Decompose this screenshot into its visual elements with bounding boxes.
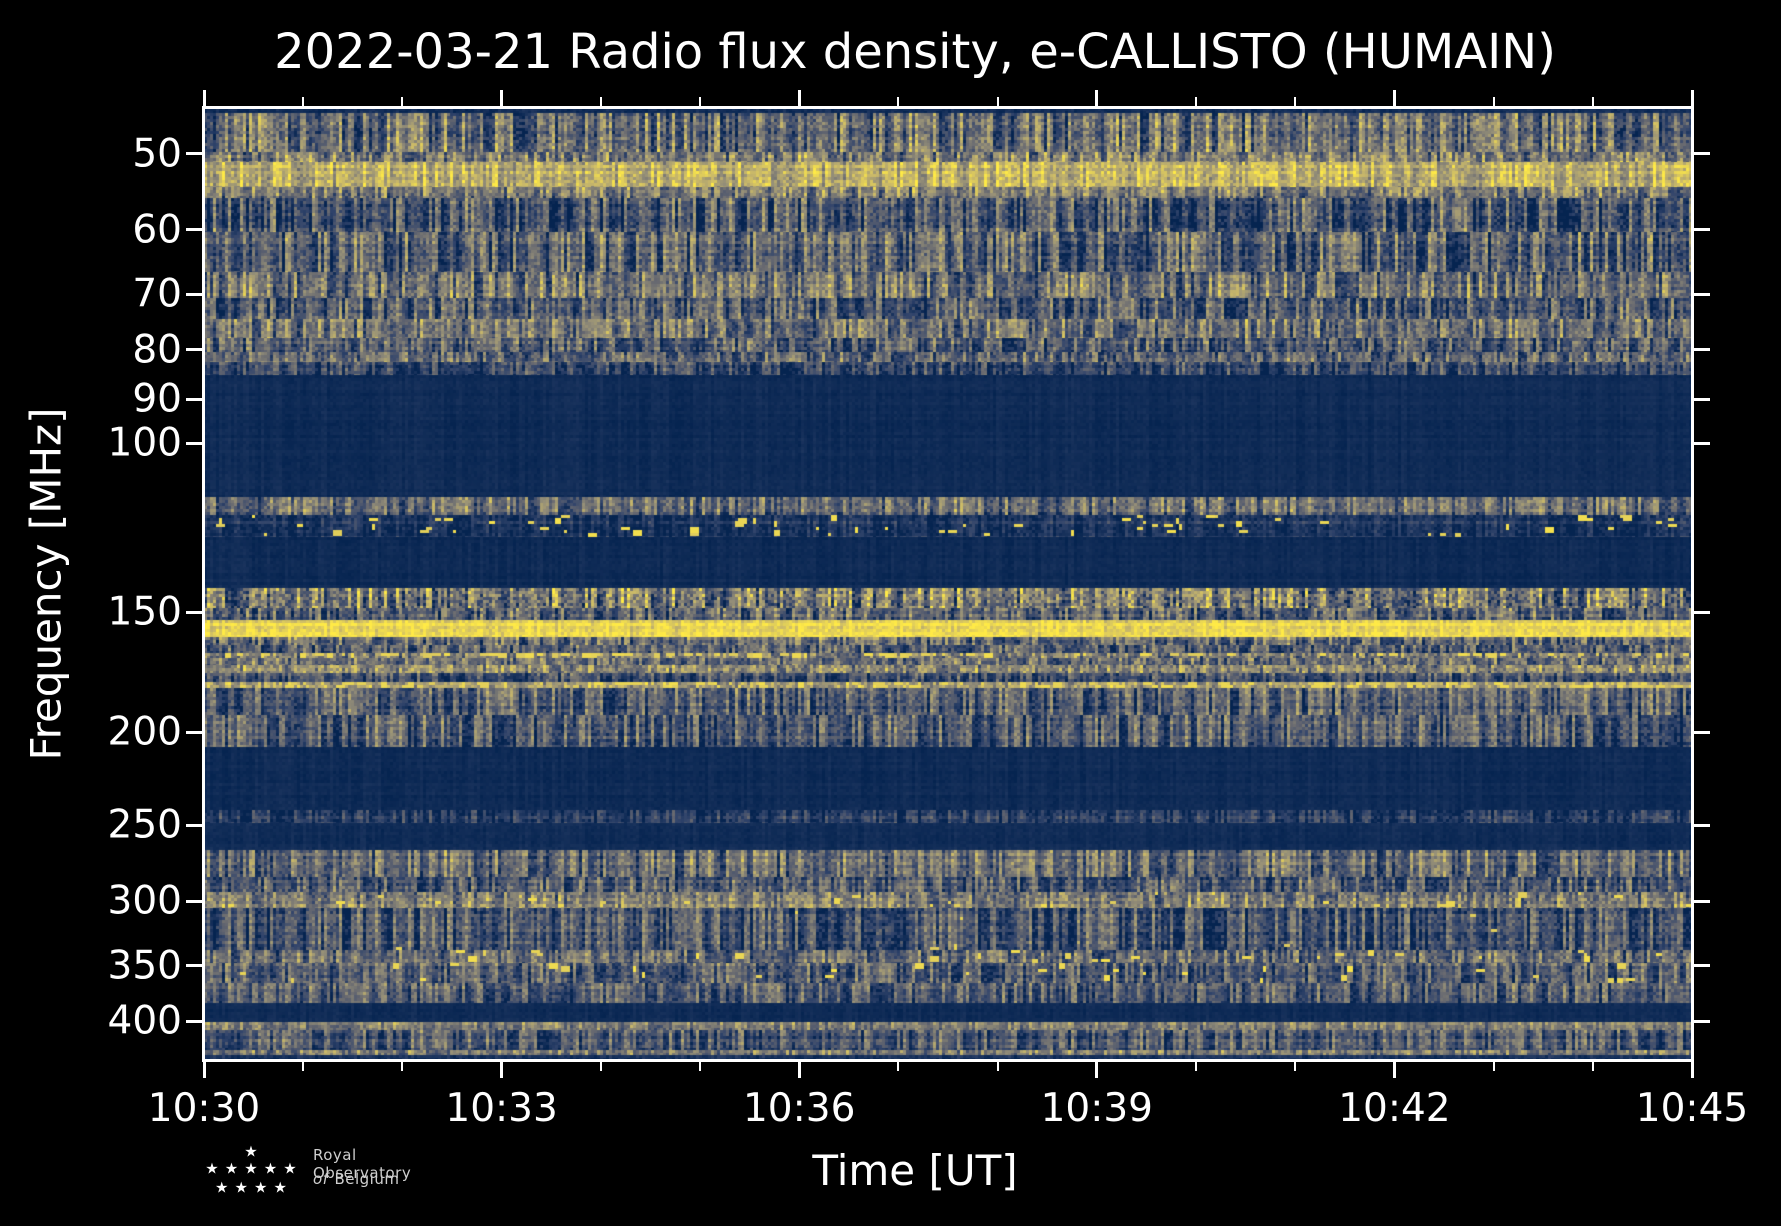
y-major-tick <box>1694 899 1710 903</box>
y-major-tick <box>1694 964 1710 968</box>
logo-text-line2: of Belgium <box>313 1170 399 1188</box>
x-major-tick <box>1690 1062 1694 1078</box>
x-minor-tick <box>1591 97 1594 106</box>
y-major-tick <box>1694 292 1710 296</box>
y-major-tick <box>186 397 202 401</box>
logo-star-icon: ★ <box>244 1159 258 1178</box>
y-major-tick <box>186 899 202 903</box>
logo-star-icon: ★ <box>205 1159 219 1178</box>
y-tick-label: 150 <box>107 589 182 635</box>
x-major-tick <box>1392 1062 1396 1078</box>
x-major-tick <box>202 90 206 106</box>
y-major-tick <box>186 730 202 734</box>
x-minor-tick <box>302 97 305 106</box>
x-tick-label: 10:36 <box>742 1086 856 1131</box>
y-tick-label: 90 <box>132 376 182 422</box>
x-major-tick <box>797 90 801 106</box>
y-major-tick <box>186 610 202 614</box>
y-major-tick <box>186 152 202 156</box>
x-major-tick <box>1095 90 1099 106</box>
x-major-tick <box>500 1062 504 1078</box>
y-major-tick <box>186 964 202 968</box>
y-tick-label: 70 <box>132 271 182 317</box>
y-major-tick <box>1694 441 1710 445</box>
y-major-tick <box>1694 610 1710 614</box>
x-minor-tick <box>1492 97 1495 106</box>
y-tick-label: 100 <box>107 420 182 466</box>
x-tick-label: 10:33 <box>445 1086 558 1131</box>
x-minor-tick <box>1294 1062 1297 1071</box>
y-tick-label: 250 <box>107 802 182 848</box>
logo-text-line1: Royal Observatory <box>313 1146 412 1182</box>
y-tick-label: 60 <box>132 207 182 253</box>
x-tick-label: 10:42 <box>1338 1086 1451 1131</box>
y-major-tick <box>186 228 202 232</box>
y-tick-label: 350 <box>107 943 182 989</box>
logo-star-icon: ★ <box>244 1142 258 1161</box>
plot-area <box>204 108 1692 1060</box>
x-axis-label: Time [UT] <box>812 1146 1018 1195</box>
y-tick-label: 50 <box>132 131 182 177</box>
x-minor-tick <box>1591 1062 1594 1071</box>
y-major-tick <box>1694 823 1710 827</box>
x-minor-tick <box>401 97 404 106</box>
chart-title: 2022-03-21 Radio flux density, e-CALLIST… <box>274 24 1556 80</box>
logo-star-icon: ★ <box>273 1178 287 1197</box>
x-minor-tick <box>1492 1062 1495 1071</box>
x-minor-tick <box>897 1062 900 1071</box>
y-major-tick <box>1694 1019 1710 1023</box>
x-minor-tick <box>699 1062 701 1071</box>
spectrogram-canvas <box>204 108 1692 1060</box>
y-tick-label: 400 <box>107 998 182 1044</box>
x-minor-tick <box>599 1062 602 1071</box>
x-minor-tick <box>1195 97 1197 106</box>
y-major-tick <box>1694 228 1710 232</box>
logo-star-icon: ★ <box>234 1178 248 1197</box>
x-minor-tick <box>699 97 701 106</box>
y-major-tick <box>1694 730 1710 734</box>
y-major-tick <box>186 1019 202 1023</box>
y-major-tick <box>186 823 202 827</box>
logo-star-icon: ★ <box>224 1159 239 1178</box>
y-tick-label: 200 <box>107 709 182 755</box>
x-minor-tick <box>996 1062 999 1071</box>
x-minor-tick <box>897 97 900 106</box>
y-major-tick <box>1694 152 1710 156</box>
logo-star-icon: ★ <box>263 1159 278 1178</box>
logo-text-of: of <box>313 1170 329 1188</box>
x-minor-tick <box>996 97 999 106</box>
x-minor-tick <box>1195 1062 1197 1071</box>
x-tick-label: 10:39 <box>1040 1086 1153 1131</box>
y-major-tick <box>186 292 202 296</box>
logo-star-icon: ★ <box>254 1178 268 1197</box>
y-major-tick <box>1694 397 1710 401</box>
logo-star-icon: ★ <box>215 1178 229 1197</box>
x-major-tick <box>1690 90 1694 106</box>
x-minor-tick <box>1294 97 1297 106</box>
y-axis-label: Frequency [MHz] <box>21 407 71 761</box>
x-minor-tick <box>401 1062 404 1071</box>
x-tick-label: 10:45 <box>1635 1086 1749 1131</box>
y-major-tick <box>186 348 202 352</box>
x-minor-tick <box>302 1062 305 1071</box>
y-tick-label: 80 <box>132 327 182 373</box>
x-major-tick <box>1392 90 1396 106</box>
logo-star-icon: ★ <box>283 1159 297 1178</box>
x-tick-label: 10:30 <box>147 1086 261 1131</box>
y-major-tick <box>186 441 202 445</box>
x-major-tick <box>1095 1062 1099 1078</box>
x-minor-tick <box>599 97 602 106</box>
x-major-tick <box>500 90 504 106</box>
y-major-tick <box>1694 348 1710 352</box>
logo-text-belgium: Belgium <box>334 1170 400 1188</box>
x-major-tick <box>202 1062 206 1078</box>
x-major-tick <box>797 1062 801 1078</box>
y-tick-label: 300 <box>107 878 182 924</box>
